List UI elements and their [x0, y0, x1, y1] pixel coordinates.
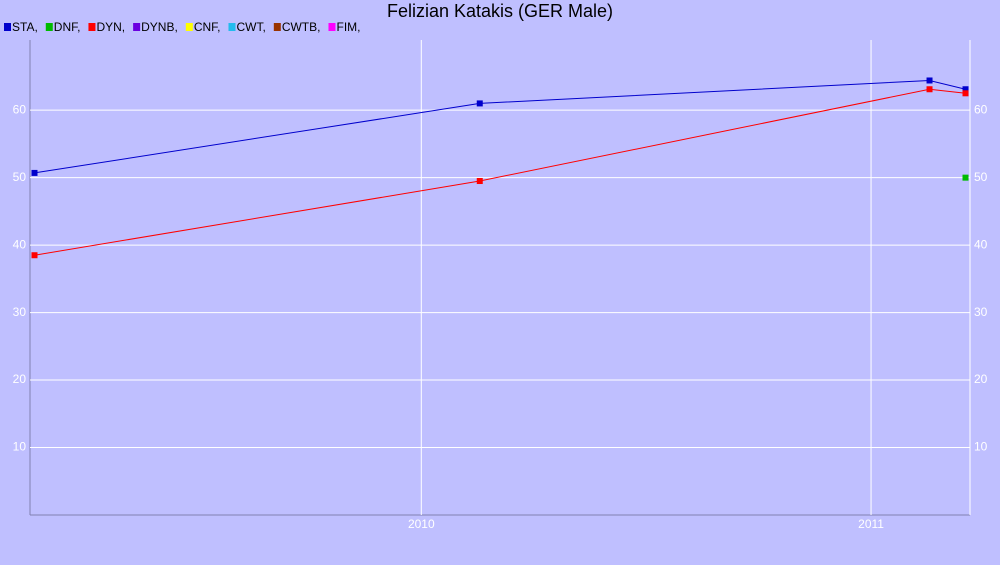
legend-swatch [88, 23, 96, 31]
point-marker [926, 86, 933, 93]
point-marker [926, 77, 933, 84]
series-line [34, 79, 966, 174]
x-tick-label: 2010 [408, 517, 435, 531]
legend-swatch [133, 23, 141, 31]
legend-swatch [228, 23, 236, 31]
series-line [34, 88, 966, 256]
legend-swatch [45, 23, 53, 31]
y-tick-label: 40 [13, 237, 27, 251]
legend-label: STA, [12, 20, 38, 34]
y-tick-label: 10 [974, 440, 988, 454]
legend-label: DYNB, [141, 20, 178, 34]
y-tick-label: 60 [974, 102, 988, 116]
legend-label: CWT, [236, 20, 265, 34]
legend-swatch [4, 23, 11, 31]
y-tick-label: 20 [13, 372, 27, 386]
legend-label: DYN, [96, 20, 125, 34]
chart-title: Felizian Katakis (GER Male) [387, 1, 613, 21]
point-marker [962, 174, 969, 181]
y-tick-label: 10 [13, 440, 27, 454]
y-tick-label: 30 [13, 305, 27, 319]
legend-label: DNF, [54, 20, 81, 34]
y-tick-label: 60 [13, 102, 27, 116]
point-marker [476, 100, 483, 107]
legend-swatch [328, 23, 336, 31]
legend-label: CNF, [194, 20, 221, 34]
point-marker [31, 169, 38, 176]
y-tick-label: 20 [974, 372, 988, 386]
legend-label: FIM, [336, 20, 360, 34]
y-tick-label: 50 [974, 170, 988, 184]
y-tick-label: 50 [13, 170, 27, 184]
legend-swatch [273, 23, 281, 31]
point-marker [476, 178, 483, 185]
y-tick-label: 30 [974, 305, 988, 319]
legend-swatch [185, 23, 193, 31]
point-marker [962, 86, 969, 93]
x-tick-label: 2011 [858, 517, 884, 531]
y-tick-label: 40 [974, 237, 988, 251]
point-marker [31, 252, 38, 259]
point-marker [962, 90, 969, 97]
legend-label: CWTB, [282, 20, 321, 34]
